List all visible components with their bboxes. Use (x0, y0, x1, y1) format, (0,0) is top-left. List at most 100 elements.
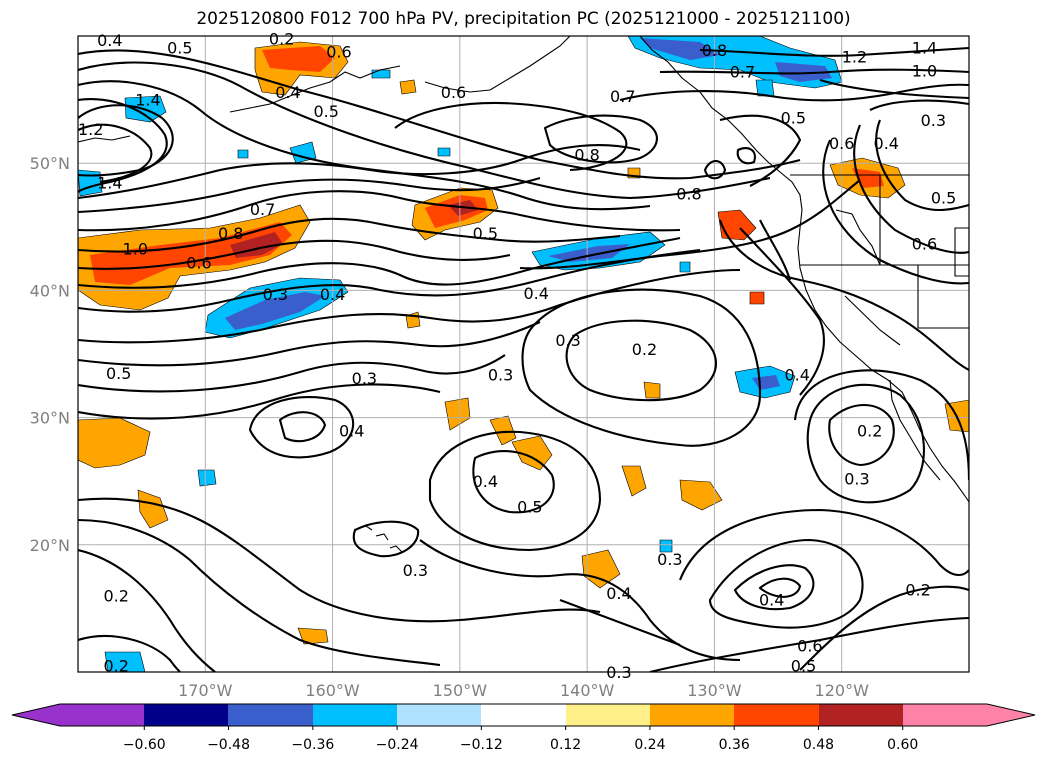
precip-positive-area (621, 465, 647, 497)
colorbar-tick-label: −0.60 (123, 737, 166, 753)
pv-contour-line (759, 219, 792, 281)
pv-contour-line (78, 143, 641, 200)
contour-label: 0.5 (167, 38, 192, 57)
pv-contour-line (819, 78, 969, 100)
pv-contour-line (78, 236, 681, 289)
contour-label: 0.5 (517, 498, 542, 517)
contour-label: 0.2 (269, 30, 294, 49)
contour-label: 0.4 (97, 31, 122, 50)
colorbar-segment (397, 704, 481, 726)
pv-contour-line (78, 268, 741, 344)
pv-contour-line (736, 147, 756, 165)
contour-label: 1.4 (135, 91, 160, 110)
pv-contour-line (679, 508, 969, 581)
precip-negative-area (197, 469, 217, 487)
contour-label: 0.3 (606, 663, 631, 682)
contour-label: 0.7 (610, 87, 635, 106)
colorbar-segment (566, 704, 650, 726)
pv-contour-line (78, 548, 216, 672)
pv-contour-line (869, 99, 969, 111)
contour-label: 0.6 (797, 636, 822, 655)
pv-contour-line (428, 430, 602, 552)
pv-contour-line (619, 83, 969, 102)
colorbar-outline (11, 703, 1036, 727)
precip-negative-area (371, 69, 391, 79)
contour-label: 0.2 (103, 587, 128, 606)
longitude-labels: 170°W 160°W 150°W 140°W 130°W 120°W (178, 681, 869, 700)
contour-label: 0.8 (702, 41, 727, 60)
latitude-labels: 50°N 40°N 30°N 20°N (30, 154, 70, 555)
pv-contour-line (719, 219, 969, 371)
pv-contour-line (703, 159, 727, 180)
pv-contour-line (708, 538, 864, 629)
colorbar-segment (144, 704, 228, 726)
precip-positive-area (78, 417, 151, 469)
contour-label: 0.2 (632, 340, 657, 359)
latitude-label: 30°N (30, 409, 70, 428)
figure-title: 2025120800 F012 700 hPa PV, precipitatio… (196, 9, 851, 29)
contour-label: 1.2 (78, 120, 103, 139)
precip-positive-area (297, 627, 329, 645)
contour-label: 1.0 (912, 61, 937, 80)
contour-label: 0.4 (339, 421, 364, 440)
precip-positive-area (643, 381, 661, 399)
precip-negative-area (548, 244, 630, 262)
precip-negative-area (437, 147, 451, 157)
pv-contour-line (758, 577, 802, 598)
contour-label: 0.4 (473, 472, 498, 491)
colorbar-tick-label: 0.48 (803, 737, 834, 753)
longitude-label: 130°W (687, 681, 742, 700)
precip-negative-area (104, 651, 146, 672)
contour-label: 0.5 (106, 364, 131, 383)
latitude-label: 40°N (30, 281, 70, 300)
pv-contour-line (799, 585, 969, 671)
colorbar-ticks: −0.60 −0.48 −0.36 −0.24 −0.12 0.12 0.24 0.36 0.4… (123, 726, 918, 753)
coastlines (78, 36, 969, 553)
pv-contour-line (78, 98, 168, 193)
colorbar-tick-label: 0.60 (887, 737, 918, 753)
longitude-label: 120°W (815, 681, 870, 700)
contour-label: 0.7 (730, 63, 755, 82)
contour-label: 0.6 (326, 42, 351, 61)
precip-positive-area (137, 489, 169, 529)
pv-contour-line (78, 497, 601, 623)
latitude-label: 50°N (30, 154, 70, 173)
pv-contour-line (78, 61, 771, 200)
pv-contour-line (419, 539, 741, 662)
contour-label: 0.3 (555, 331, 580, 350)
precip-negative-area (640, 38, 720, 60)
colorbar-tick-label: 0.36 (719, 737, 750, 753)
contour-label: 0.5 (473, 224, 498, 243)
pv-contour-line (822, 139, 969, 285)
contour-label: 0.4 (606, 584, 631, 603)
precip-negative-area (225, 292, 325, 330)
contour-label: 0.8 (218, 224, 243, 243)
pv-contour-line (78, 518, 441, 667)
precip-negative-area (679, 261, 691, 273)
contour-label: 0.5 (313, 102, 338, 121)
contour-label: 0.3 (657, 550, 682, 569)
pv-contour-line (733, 564, 815, 611)
contour-label: 1.0 (123, 239, 148, 258)
colorbar-segment (228, 704, 313, 726)
longitude-label: 150°W (433, 681, 488, 700)
pv-contour-line (78, 248, 701, 313)
pv-contour-line (543, 114, 658, 164)
pv-contour-line (78, 190, 681, 232)
pv-contour-line (565, 319, 717, 402)
contour-label: 0.2 (857, 421, 882, 440)
precip-positive-area (749, 291, 765, 305)
colorbar: −0.60 −0.48 −0.36 −0.24 −0.12 0.12 0.24 0.36 0.4… (11, 703, 1036, 753)
pv-contour-line (521, 288, 762, 447)
contour-label: 1.4 (97, 173, 122, 192)
precip-shading (78, 36, 969, 672)
colorbar-segment (903, 704, 987, 726)
colorbar-segment (734, 704, 819, 726)
precip-negative-area (237, 149, 249, 159)
precip-positive-area (262, 46, 335, 72)
colorbar-segment (60, 704, 144, 726)
longitude-label: 160°W (305, 681, 360, 700)
precip-positive-area (581, 549, 621, 589)
precip-positive-area (90, 222, 292, 285)
contour-label: 0.8 (574, 145, 599, 164)
